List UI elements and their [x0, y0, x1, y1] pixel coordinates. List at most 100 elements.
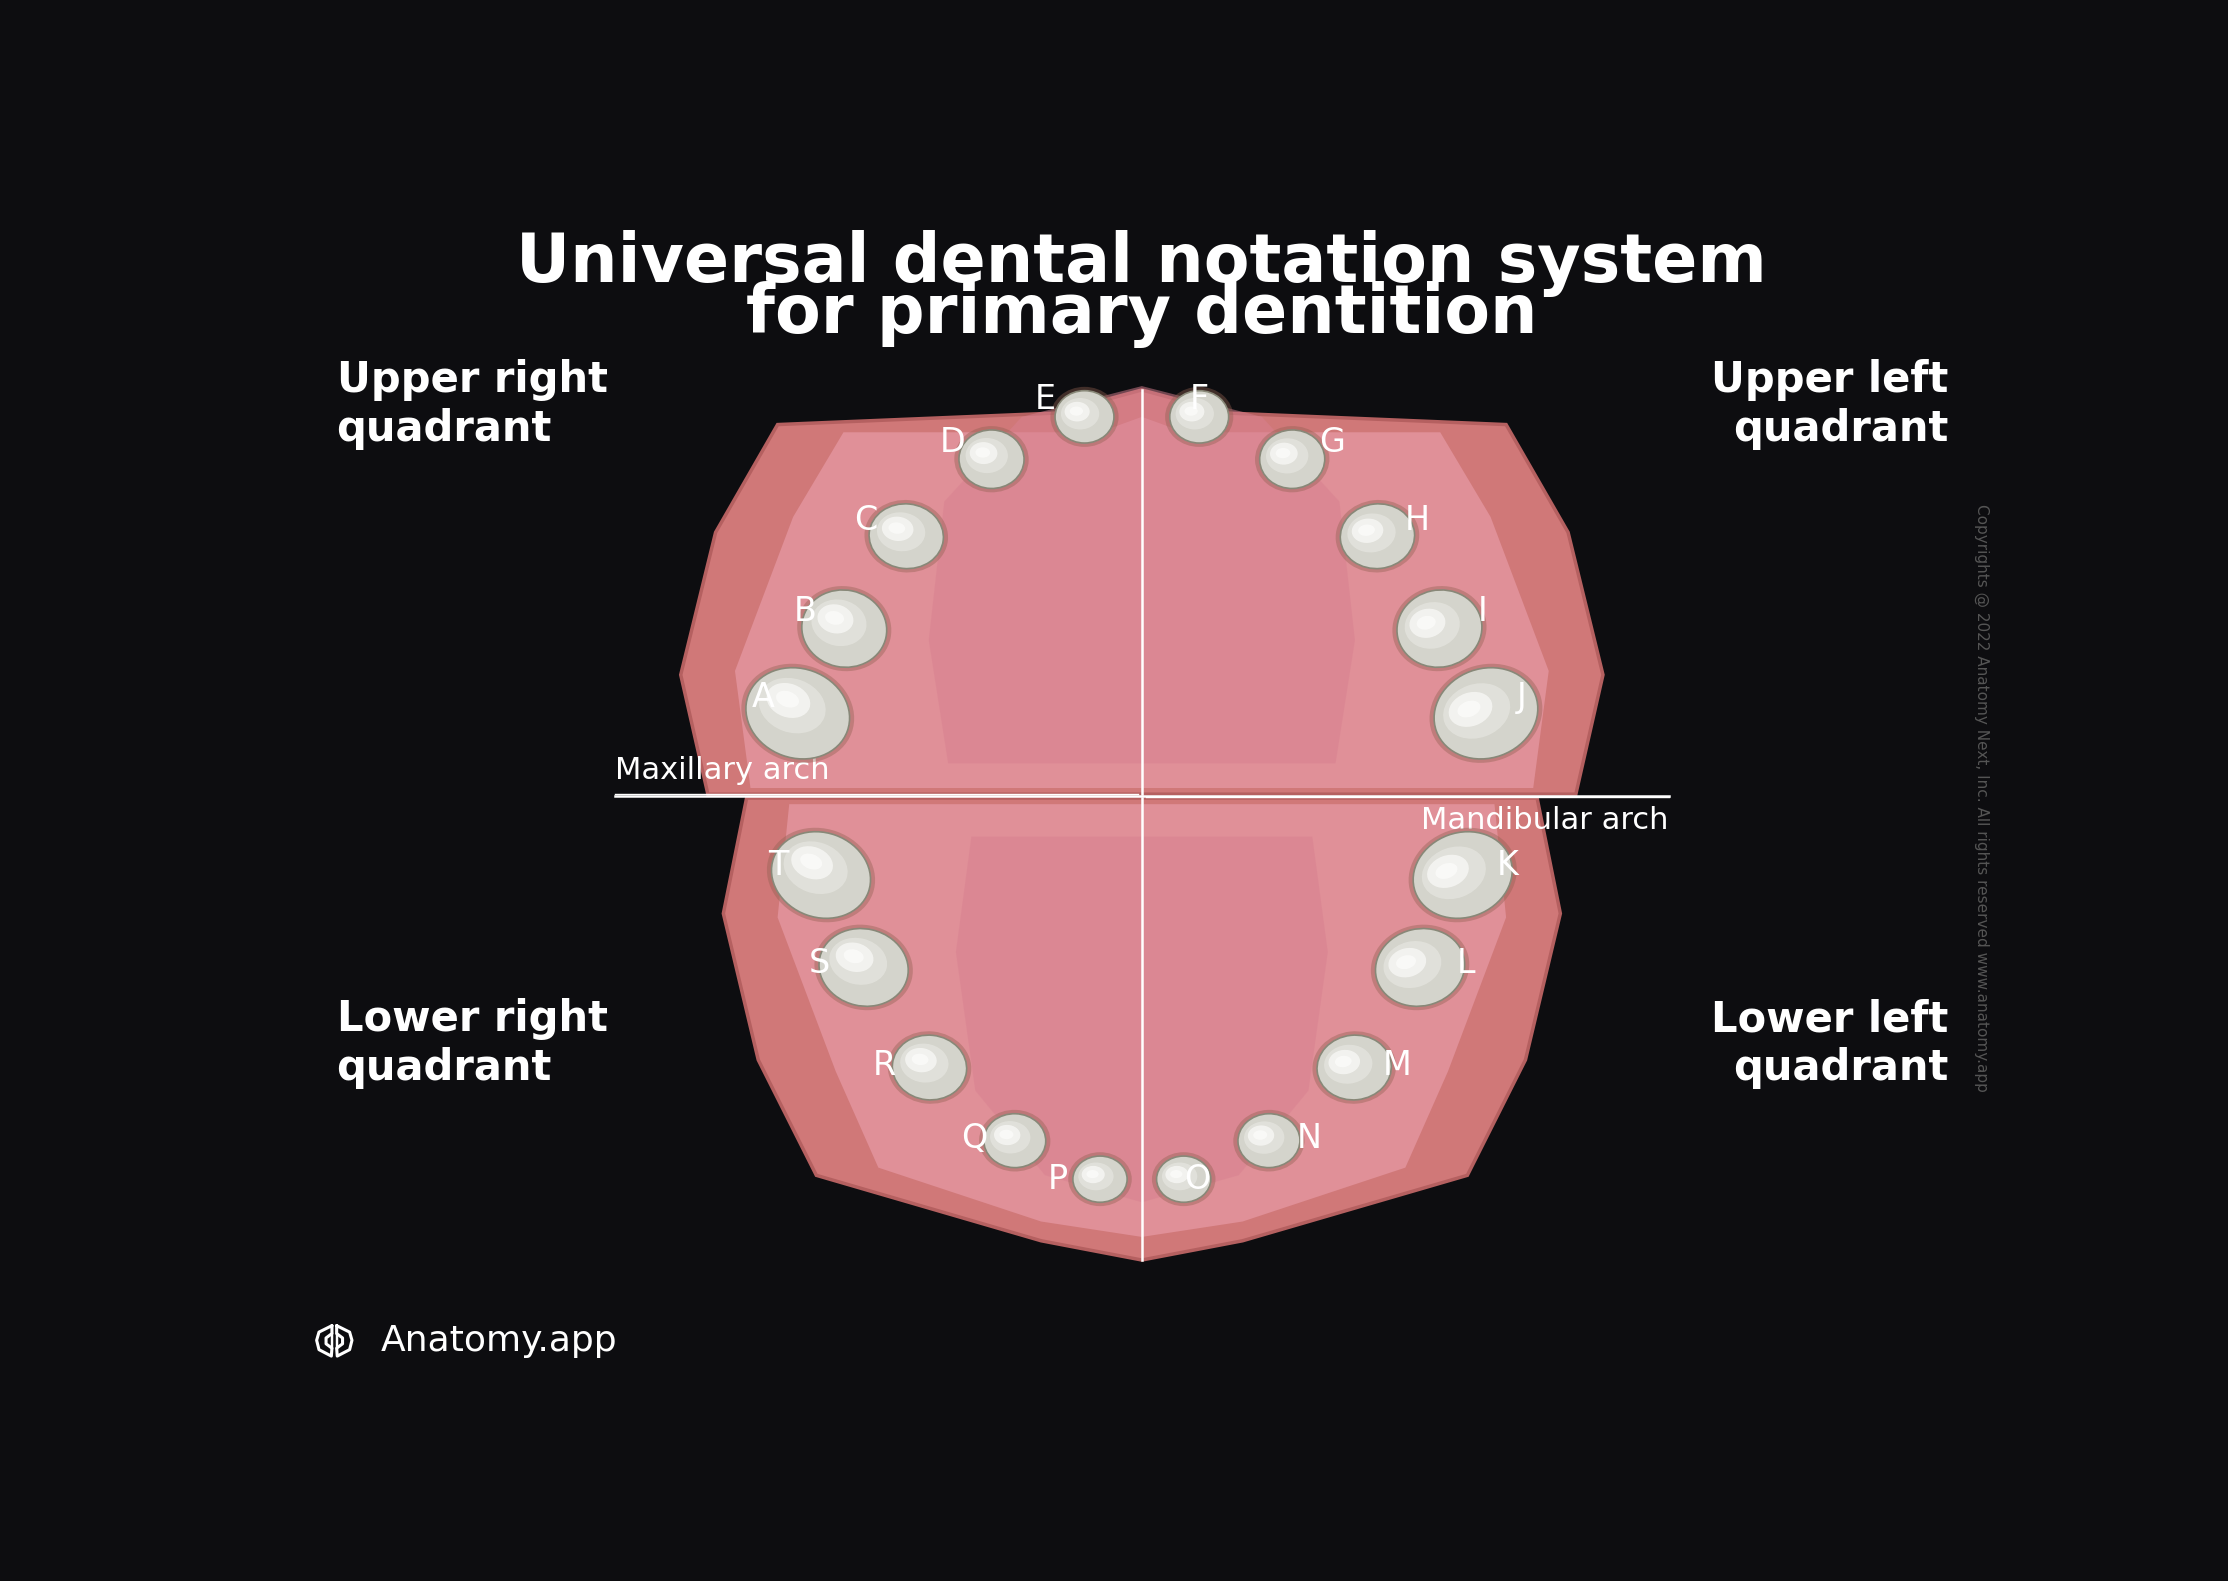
Ellipse shape [1069, 406, 1083, 416]
Ellipse shape [836, 942, 873, 972]
Ellipse shape [1165, 1165, 1188, 1183]
Ellipse shape [954, 427, 1029, 492]
Ellipse shape [1170, 391, 1228, 443]
Ellipse shape [1170, 1170, 1183, 1178]
Ellipse shape [1152, 1153, 1216, 1206]
Polygon shape [956, 836, 1328, 1202]
Text: A: A [751, 681, 775, 715]
Ellipse shape [1375, 928, 1464, 1007]
Ellipse shape [818, 604, 853, 634]
Ellipse shape [766, 828, 876, 922]
Ellipse shape [1270, 443, 1297, 465]
Ellipse shape [976, 447, 989, 457]
Ellipse shape [864, 500, 949, 572]
Ellipse shape [1074, 1156, 1127, 1202]
Ellipse shape [1259, 430, 1326, 489]
Text: E: E [1036, 383, 1056, 416]
Ellipse shape [1341, 504, 1415, 569]
Text: L: L [1457, 947, 1475, 980]
Ellipse shape [1428, 855, 1468, 889]
Ellipse shape [994, 1126, 1020, 1145]
Ellipse shape [1397, 955, 1417, 969]
Ellipse shape [1243, 1121, 1283, 1154]
Text: for primary dentition: for primary dentition [746, 280, 1537, 348]
Ellipse shape [1370, 925, 1468, 1010]
Ellipse shape [1348, 514, 1395, 552]
Ellipse shape [1384, 941, 1442, 988]
Ellipse shape [1335, 500, 1419, 572]
Ellipse shape [1410, 609, 1446, 637]
Text: P: P [1047, 1162, 1067, 1195]
Ellipse shape [1359, 525, 1375, 536]
Ellipse shape [1408, 828, 1517, 922]
Ellipse shape [742, 664, 853, 764]
Ellipse shape [1000, 1130, 1014, 1140]
Text: S: S [809, 947, 831, 980]
Ellipse shape [1067, 1153, 1132, 1206]
Ellipse shape [893, 1036, 967, 1100]
Text: I: I [1477, 594, 1488, 628]
Ellipse shape [766, 683, 811, 718]
Text: Lower right
quadrant: Lower right quadrant [336, 998, 608, 1089]
Ellipse shape [911, 1053, 929, 1066]
Ellipse shape [1444, 683, 1511, 738]
Ellipse shape [882, 517, 913, 541]
Ellipse shape [1388, 949, 1426, 977]
Text: O: O [1183, 1162, 1210, 1195]
Text: Maxillary arch: Maxillary arch [615, 756, 829, 784]
Ellipse shape [889, 522, 905, 534]
Text: J: J [1517, 681, 1526, 715]
Ellipse shape [1185, 406, 1199, 416]
Ellipse shape [1163, 1162, 1196, 1190]
Text: Lower left
quadrant: Lower left quadrant [1711, 998, 1950, 1089]
Text: Universal dental notation system: Universal dental notation system [517, 229, 1767, 297]
Ellipse shape [1317, 1036, 1390, 1100]
Ellipse shape [800, 854, 822, 870]
Text: N: N [1297, 1123, 1321, 1154]
Ellipse shape [1435, 863, 1457, 879]
Ellipse shape [1323, 1045, 1372, 1083]
Ellipse shape [969, 443, 998, 465]
Ellipse shape [1239, 1113, 1299, 1168]
Text: Copyrights @ 2022 Anatomy Next, Inc. All rights reserved www.anatomy.app: Copyrights @ 2022 Anatomy Next, Inc. All… [1974, 504, 1990, 1092]
Text: Upper left
quadrant: Upper left quadrant [1711, 359, 1950, 449]
Polygon shape [735, 417, 1548, 787]
Ellipse shape [1061, 398, 1098, 430]
Ellipse shape [1335, 1056, 1352, 1067]
Ellipse shape [989, 1121, 1029, 1154]
Text: G: G [1319, 425, 1346, 458]
Polygon shape [929, 386, 1355, 764]
Ellipse shape [1430, 664, 1542, 764]
Text: K: K [1497, 849, 1519, 882]
Ellipse shape [965, 438, 1007, 473]
Ellipse shape [878, 512, 925, 552]
Ellipse shape [1413, 832, 1513, 919]
Ellipse shape [820, 928, 909, 1007]
Ellipse shape [1312, 1031, 1397, 1104]
Ellipse shape [1397, 590, 1482, 667]
Text: H: H [1406, 504, 1430, 538]
Ellipse shape [1156, 1156, 1210, 1202]
Ellipse shape [978, 1110, 1049, 1172]
Ellipse shape [844, 949, 864, 963]
Ellipse shape [1421, 846, 1486, 900]
Ellipse shape [1087, 1170, 1098, 1178]
Ellipse shape [1056, 391, 1114, 443]
Text: D: D [940, 425, 965, 458]
Ellipse shape [1328, 1050, 1359, 1073]
Text: T: T [769, 849, 789, 882]
Ellipse shape [1179, 402, 1205, 422]
Text: C: C [853, 504, 878, 538]
Ellipse shape [1078, 1162, 1114, 1190]
Ellipse shape [985, 1113, 1045, 1168]
Ellipse shape [1252, 1130, 1268, 1140]
Text: F: F [1190, 383, 1210, 416]
Ellipse shape [1417, 617, 1435, 629]
Ellipse shape [900, 1043, 949, 1083]
Ellipse shape [1392, 587, 1486, 672]
Ellipse shape [1065, 402, 1089, 422]
Ellipse shape [771, 832, 871, 919]
Ellipse shape [1049, 387, 1118, 447]
Ellipse shape [829, 938, 887, 985]
Ellipse shape [802, 590, 887, 667]
